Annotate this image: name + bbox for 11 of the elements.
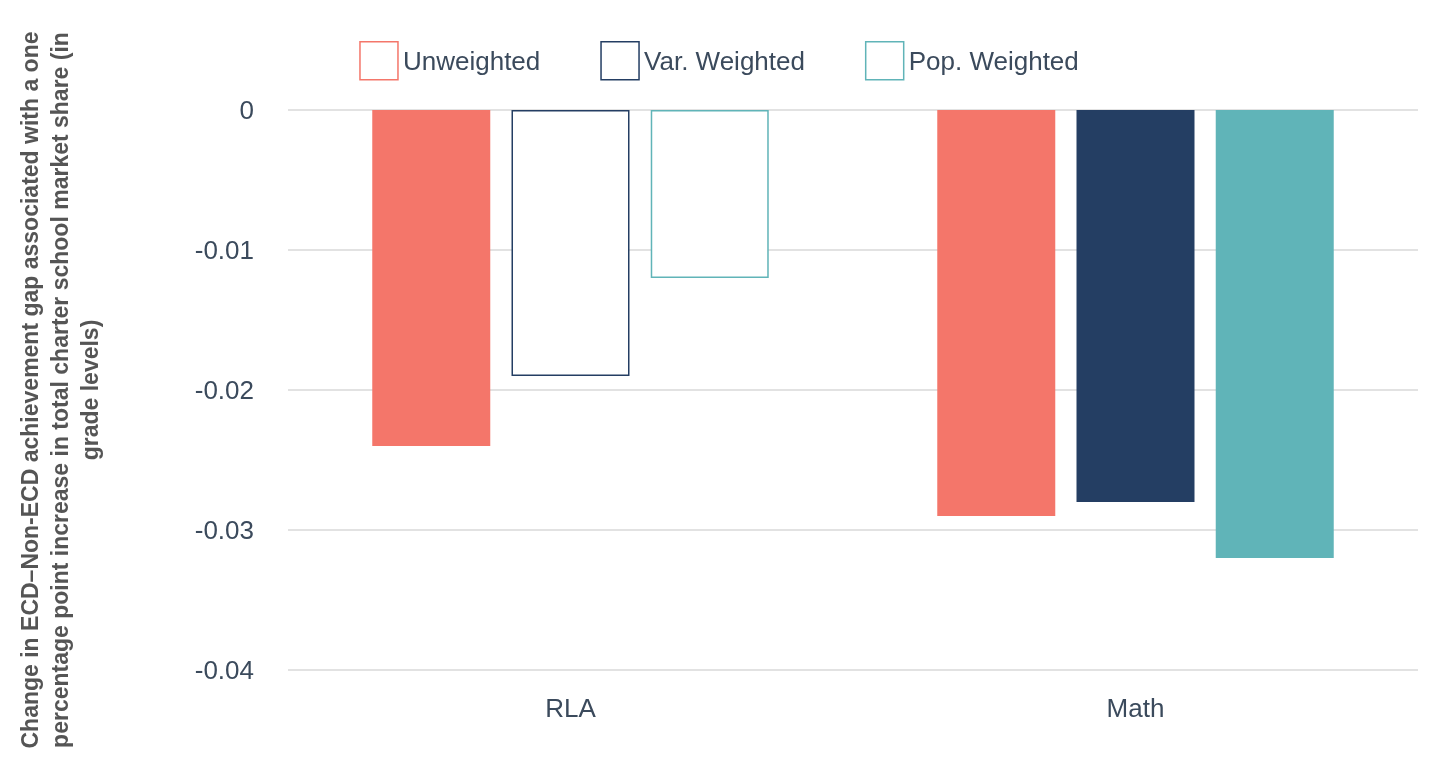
y-axis-title: Change in ECD–Non-ECD achievement gap associated with a one percentage point increase in total charter school market share (in grade levels) [16, 30, 104, 751]
x-tick-label: Math [1106, 693, 1165, 723]
legend-label: Var. Weighted [644, 45, 805, 76]
legend-label: Unweighted [402, 45, 541, 76]
x-tick-label: RLA [545, 693, 597, 723]
y-tick-label: 0 [239, 95, 254, 125]
y-tick-label: -0.03 [194, 515, 254, 545]
y-tick-label: -0.04 [194, 655, 254, 685]
y-tick-label: -0.02 [194, 375, 254, 405]
legend-label: Pop. Weighted [908, 45, 1079, 76]
y-tick-label: -0.01 [194, 235, 254, 265]
